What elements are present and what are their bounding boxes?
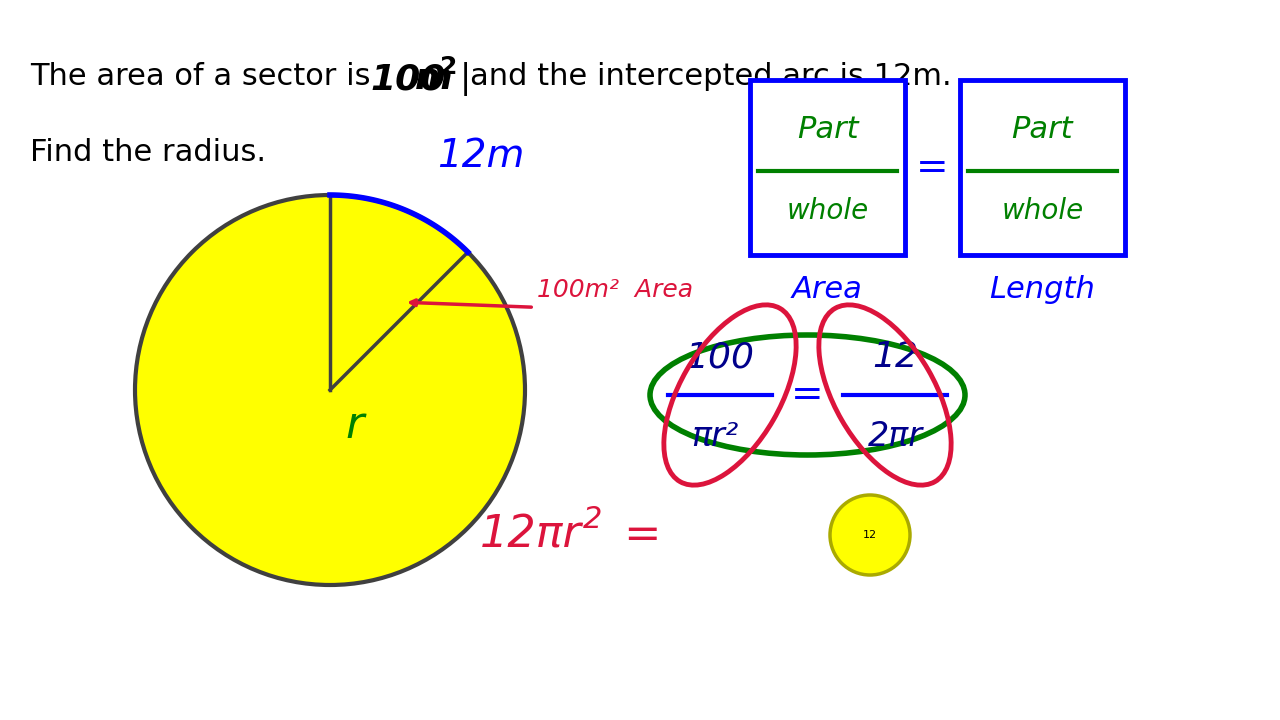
Text: Part: Part	[796, 114, 859, 143]
Text: Length: Length	[989, 276, 1096, 305]
Text: Part: Part	[1011, 114, 1074, 143]
Text: and the intercepted arc is 12m.: and the intercepted arc is 12m.	[470, 62, 951, 91]
Text: =: =	[611, 513, 662, 557]
Text: πr²: πr²	[691, 420, 739, 454]
Text: 12: 12	[863, 530, 877, 540]
Bar	[750, 80, 905, 255]
Text: The area of a sector is: The area of a sector is	[29, 62, 380, 91]
Text: Area: Area	[792, 276, 863, 305]
Text: 2: 2	[582, 505, 603, 534]
Text: =: =	[791, 376, 824, 414]
Text: |: |	[460, 62, 471, 96]
Text: 12m: 12m	[438, 137, 525, 175]
Bar	[960, 80, 1125, 255]
Text: 12: 12	[872, 340, 918, 374]
Text: 100: 100	[686, 340, 754, 374]
Text: r: r	[346, 403, 364, 446]
Text: 100: 100	[370, 62, 445, 96]
Text: =: =	[916, 148, 948, 186]
Text: 2: 2	[440, 55, 457, 79]
Text: 2πr: 2πr	[868, 420, 923, 454]
Circle shape	[134, 195, 525, 585]
Text: Find the radius.: Find the radius.	[29, 138, 266, 167]
Text: m: m	[415, 62, 453, 96]
Text: 12πr: 12πr	[480, 513, 581, 557]
Text: 100m²  Area: 100m² Area	[538, 278, 694, 302]
Circle shape	[829, 495, 910, 575]
Text: whole: whole	[786, 197, 869, 225]
Text: whole: whole	[1001, 197, 1084, 225]
